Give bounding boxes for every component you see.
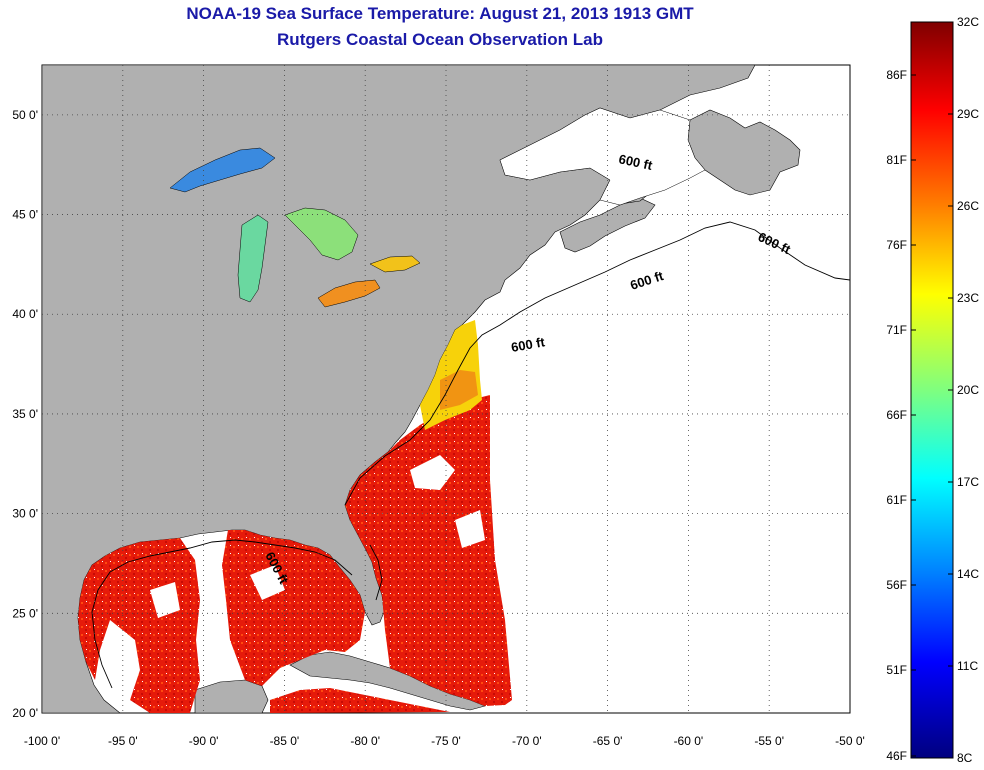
colorbar-ticks: 32C 29C 26C 23C 20C 17C 14C 11C 8C 86F 81F 76F 71F 66… — [886, 15, 979, 765]
x-tick-label: -55 0' — [754, 734, 784, 748]
colorbar — [910, 21, 954, 759]
contour-label-1: 600 ft — [617, 151, 654, 173]
map-subtitle: Rutgers Coastal Ocean Observation Lab — [277, 30, 603, 49]
colorbar-celsius-label: 17C — [957, 475, 979, 489]
colorbar-fahrenheit-label: 66F — [886, 408, 907, 422]
x-tick-label: -90 0' — [189, 734, 219, 748]
x-tick-label: -100 0' — [24, 734, 60, 748]
cloud-gap-4 — [150, 582, 180, 618]
colorbar-celsius-label: 14C — [957, 567, 979, 581]
sst-swath-gulf-east — [222, 530, 365, 686]
colorbar-fahrenheit-label: 56F — [886, 578, 907, 592]
map-grid — [42, 65, 850, 713]
colorbar-celsius-label: 29C — [957, 107, 979, 121]
colorbar-fahrenheit-label: 76F — [886, 238, 907, 252]
colorbar-celsius-label: 32C — [957, 15, 979, 29]
sst-mix-midatlantic — [440, 370, 478, 410]
x-tick-label: -95 0' — [108, 734, 138, 748]
contour-600ft-east-florida — [369, 544, 383, 601]
colorbar-fahrenheit-label: 86F — [886, 68, 907, 82]
cloud-gap-1 — [410, 455, 455, 490]
lake-huron — [284, 207, 359, 261]
colorbar-celsius-label: 20C — [957, 383, 979, 397]
y-tick-label: 25 0' — [12, 606, 38, 620]
contour-600ft — [344, 221, 850, 506]
colorbar-fahrenheit-label: 46F — [886, 749, 907, 763]
sst-swath-cuba-south — [270, 688, 450, 713]
x-tick-label: -60 0' — [674, 734, 704, 748]
y-axis-ticks: 50 0' 45 0' 40 0' 35 0' 30 0' 25 0' 20 0' — [12, 108, 38, 720]
y-tick-label: 35 0' — [12, 407, 38, 421]
lake-superior — [169, 147, 276, 193]
x-axis-ticks: -100 0' -95 0' -90 0' -85 0' -80 0' -75 0' -70… — [24, 734, 865, 748]
colorbar-celsius-label: 11C — [957, 659, 978, 673]
lake-ontario — [369, 255, 421, 273]
colorbar-fahrenheit-label: 71F — [886, 323, 907, 337]
sst-swath-atlantic — [345, 395, 512, 706]
x-tick-label: -85 0' — [270, 734, 300, 748]
cloud-gap-2 — [455, 510, 485, 548]
x-tick-label: -65 0' — [593, 734, 623, 748]
y-tick-label: 45 0' — [12, 208, 38, 222]
x-tick-label: -70 0' — [512, 734, 542, 748]
colorbar-fahrenheit-label: 61F — [886, 493, 907, 507]
x-tick-label: -75 0' — [431, 734, 461, 748]
colorbar-fahrenheit-label: 81F — [886, 153, 907, 167]
colorbar-celsius-label: 26C — [957, 199, 979, 213]
y-tick-label: 20 0' — [12, 706, 38, 720]
colorbar-celsius-label: 8C — [957, 751, 973, 765]
lake-erie — [317, 279, 381, 308]
land-yucatan — [194, 679, 269, 713]
y-tick-label: 40 0' — [12, 307, 38, 321]
contour-label-4: 600 ft — [510, 334, 547, 355]
y-tick-label: 50 0' — [12, 108, 38, 122]
gulf-st-lawrence — [499, 107, 706, 206]
lake-michigan — [237, 214, 269, 303]
colorbar-fahrenheit-label: 51F — [886, 663, 907, 677]
colorbar-celsius-label: 23C — [957, 291, 979, 305]
y-tick-label: 30 0' — [12, 507, 38, 521]
contour-600ft-gulf — [91, 539, 353, 689]
x-tick-label: -50 0' — [835, 734, 865, 748]
map-title: NOAA-19 Sea Surface Temperature: August … — [186, 4, 694, 23]
x-tick-label: -80 0' — [350, 734, 380, 748]
cloud-gap-3 — [250, 565, 285, 600]
sst-swath-gulf-west — [78, 538, 200, 713]
